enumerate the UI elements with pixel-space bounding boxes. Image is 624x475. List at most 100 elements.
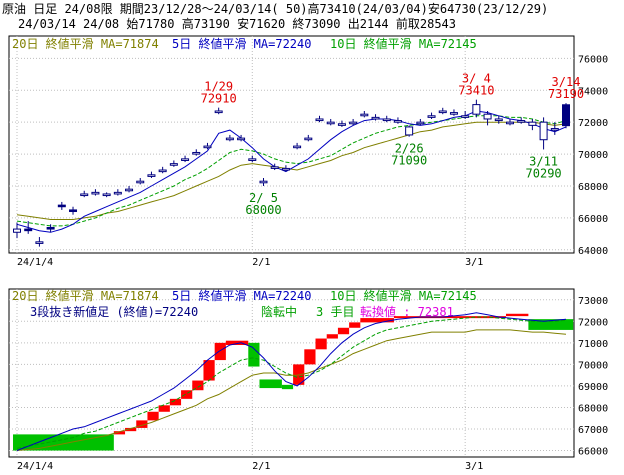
price-candlestick-panel: 64000 66000 68000 70000 72000 74000 76000 24/1/… — [8, 35, 608, 268]
peak-date-label: 1/29 — [204, 80, 233, 94]
price-y-tick-label: 74000 — [578, 86, 608, 97]
break-brick — [192, 380, 204, 391]
candle-body — [438, 110, 447, 114]
candle-body — [113, 191, 122, 195]
break-brick — [181, 390, 193, 399]
break-brick — [528, 319, 574, 330]
three-line-break-panel: 66000 67000 68000 69000 70000 71000 72000 73000… — [8, 288, 608, 472]
peak-date-label: 3/14 — [552, 75, 581, 89]
break-brick — [225, 340, 249, 345]
tlb-y-tick-label: 69000 — [578, 382, 608, 393]
tlb-info-text: 陰転中 — [261, 304, 297, 319]
peak-date-label: 3/ 4 — [462, 72, 491, 86]
tlb-info-text: 転換値 : 72381 — [360, 304, 454, 319]
candle-body — [315, 118, 324, 122]
tlb-x-tick-label: 2/1 — [252, 461, 270, 472]
candle-body — [147, 174, 156, 177]
candle-body — [35, 241, 44, 244]
tlb-x-tick-label: 3/1 — [465, 461, 483, 472]
candle-body — [472, 104, 481, 115]
break-brick — [259, 379, 282, 389]
tlb-y-tick-label: 71000 — [578, 339, 608, 350]
price-legend-entry: 20日 終値平滑 MA=71874 — [12, 36, 159, 51]
peak-date-label: 3/11 — [529, 154, 558, 168]
tlb-y-tick-label: 73000 — [578, 296, 608, 307]
peak-value-label: 73190 — [548, 87, 584, 101]
candle-body — [125, 188, 134, 192]
break-brick — [169, 398, 182, 406]
candle-body — [214, 110, 223, 114]
peak-value-label: 71090 — [391, 154, 427, 168]
price-x-tick-label: 2/1 — [252, 257, 270, 268]
candle-body — [181, 158, 190, 161]
candle-body — [91, 191, 100, 195]
price-y-tick-label: 70000 — [578, 150, 608, 161]
break-brick — [113, 431, 126, 435]
candle-body — [69, 209, 78, 213]
price-legend-entry: 10日 終値平滑 MA=72145 — [330, 36, 477, 51]
break-brick — [326, 334, 338, 339]
tlb-info-text: 3 手目 — [316, 305, 354, 319]
candle-body — [203, 145, 212, 149]
tlb-legend-entry: 10日 終値平滑 MA=72145 — [330, 288, 477, 303]
candle-body — [237, 137, 246, 141]
break-brick — [393, 316, 506, 319]
candle-body — [494, 118, 503, 122]
price-y-tick-label: 66000 — [578, 214, 608, 225]
candle-body — [192, 151, 201, 155]
break-brick — [315, 338, 327, 350]
candle-body — [270, 166, 279, 169]
price-legend-entry: 5日 終値平滑 MA=72240 — [172, 36, 311, 51]
candle-body — [169, 163, 178, 166]
header-title: 原油 日足 24/08限 期間23/12/28～24/03/14( 50)高73… — [2, 1, 548, 16]
candle-body — [225, 137, 234, 141]
peak-value-label: 70290 — [526, 166, 562, 180]
candle-body — [505, 121, 514, 125]
peak-value-label: 72910 — [201, 92, 237, 106]
candle-body — [326, 121, 335, 125]
candle-body — [483, 113, 492, 120]
candle-body — [102, 193, 111, 197]
tlb-y-tick-label: 68000 — [578, 403, 608, 414]
peak-value-label: 73410 — [458, 84, 494, 98]
break-brick — [337, 327, 350, 335]
price-y-tick-label: 68000 — [578, 182, 608, 193]
break-brick — [203, 360, 215, 381]
candle-body — [449, 112, 458, 115]
break-brick — [214, 342, 226, 361]
tlb-y-tick-label: 72000 — [578, 317, 608, 328]
break-brick — [147, 411, 159, 421]
peak-date-label: 2/26 — [395, 142, 424, 156]
break-brick — [349, 322, 361, 328]
break-brick — [158, 405, 170, 412]
price-plot-frame — [8, 35, 575, 254]
break-brick — [360, 318, 394, 323]
candle-body — [427, 115, 436, 118]
tlb-y-tick-label: 66000 — [578, 447, 608, 458]
candle-body — [281, 167, 290, 171]
candle-body — [293, 145, 302, 149]
break-brick — [136, 420, 148, 428]
break-brick — [125, 427, 137, 432]
candle-body — [405, 126, 414, 136]
peak-date-label: 2/ 5 — [249, 191, 278, 205]
price-x-tick-label: 3/1 — [465, 257, 483, 268]
tlb-x-tick-label: 24/1/4 — [17, 461, 53, 472]
candle-body — [13, 228, 21, 233]
break-brick — [281, 384, 294, 390]
candle-body — [259, 180, 268, 184]
candle-body — [416, 121, 425, 125]
candle-body — [528, 121, 537, 126]
candle-body — [393, 120, 402, 123]
ma5-line — [16, 312, 567, 451]
ma10-line — [16, 115, 567, 227]
candle-body — [337, 123, 346, 126]
price-x-tick-label: 24/1/4 — [17, 257, 53, 268]
candle-body — [517, 120, 526, 123]
candle-body — [550, 128, 559, 131]
candle-body — [46, 226, 55, 230]
candle-body — [461, 115, 470, 118]
candle-body — [24, 228, 33, 232]
candle-body — [57, 204, 66, 208]
